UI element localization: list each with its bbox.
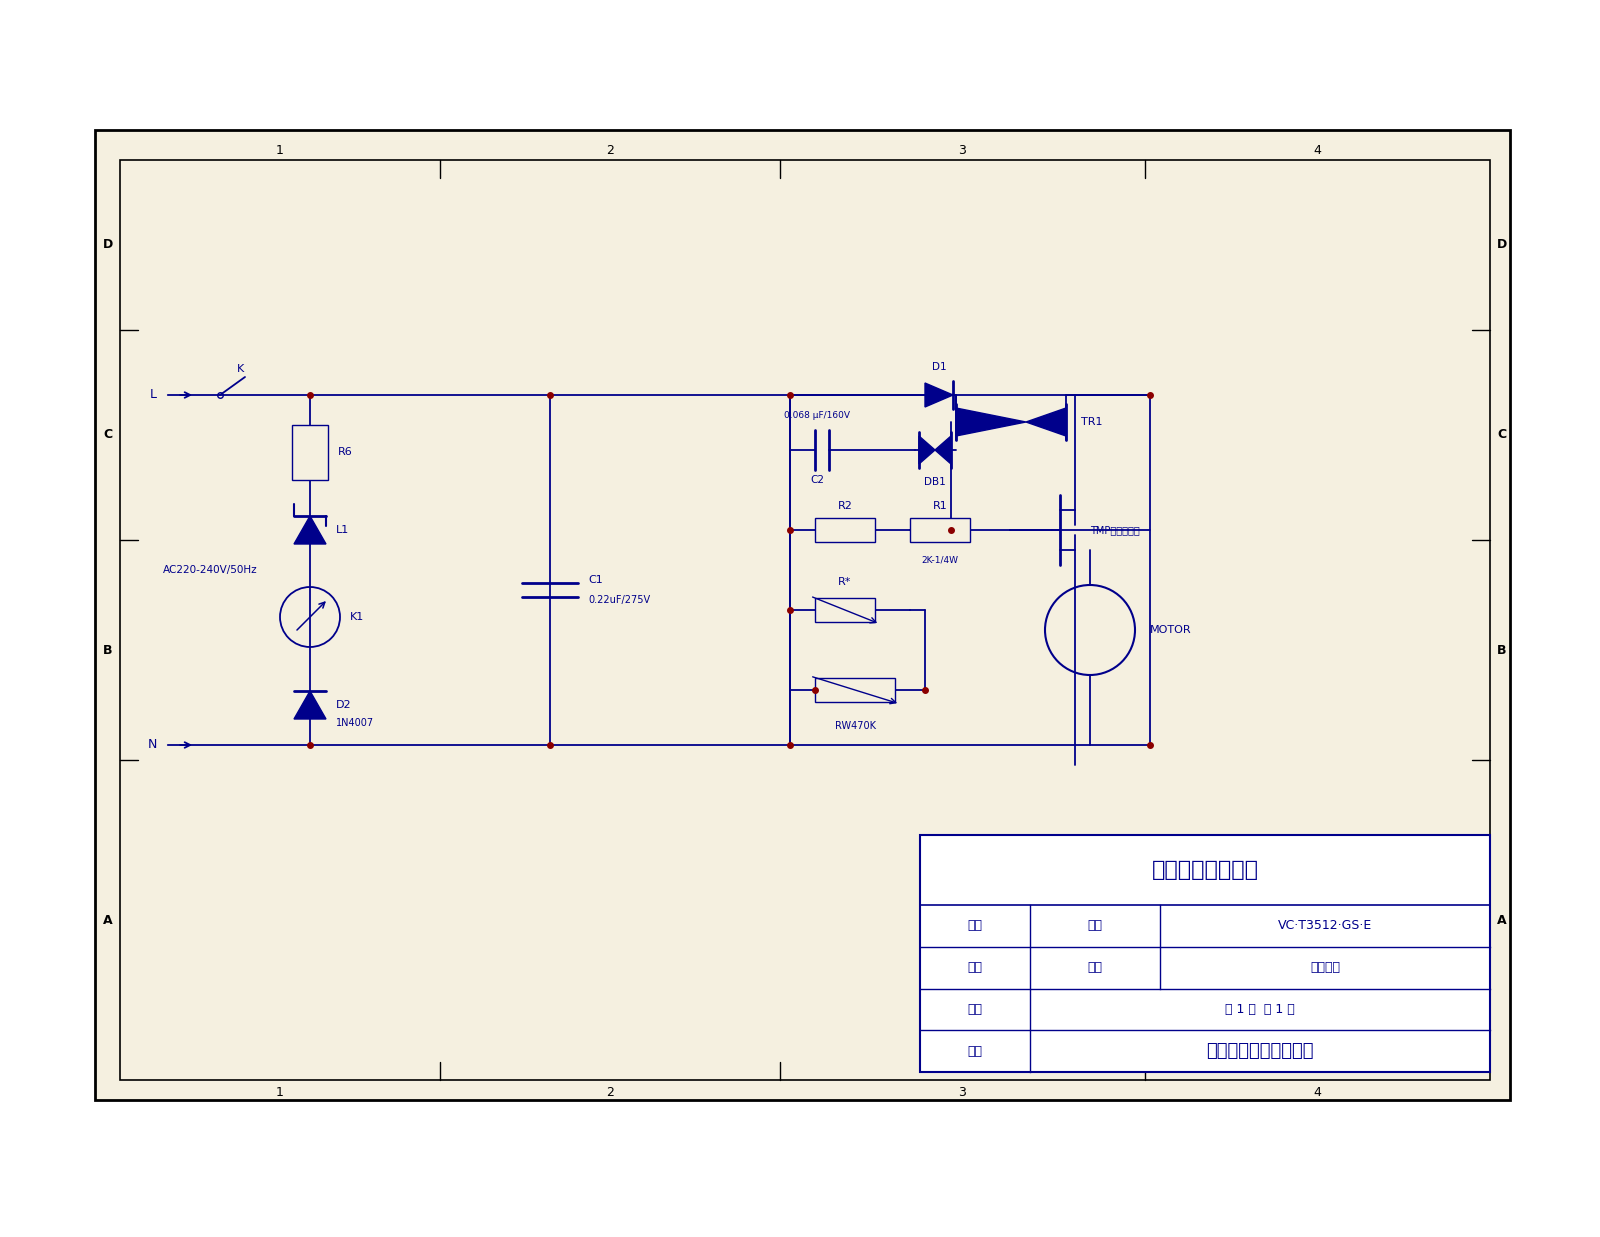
Text: 普通调速: 普通调速 <box>1310 961 1341 974</box>
Polygon shape <box>918 435 934 464</box>
Text: R*: R* <box>838 576 851 588</box>
Bar <box>291 426 328 480</box>
Text: C2: C2 <box>810 475 824 485</box>
Text: N: N <box>147 738 157 752</box>
Text: 2: 2 <box>606 143 614 157</box>
Text: 1: 1 <box>277 143 283 157</box>
Polygon shape <box>957 408 1026 435</box>
Text: A: A <box>1498 913 1507 927</box>
Text: VC·T3512·GS·E: VC·T3512·GS·E <box>1278 919 1373 933</box>
Text: RW470K: RW470K <box>835 721 875 731</box>
Text: 审核: 审核 <box>968 961 982 974</box>
Bar <box>120 160 1490 1080</box>
Text: 1: 1 <box>277 1086 283 1098</box>
Text: 0.068 μF/160V: 0.068 μF/160V <box>784 411 850 419</box>
Polygon shape <box>925 383 954 407</box>
Text: 4: 4 <box>1314 143 1322 157</box>
Bar <box>94 130 1510 1100</box>
Text: B: B <box>104 643 112 657</box>
Text: A: A <box>102 913 114 927</box>
Polygon shape <box>294 691 326 719</box>
Text: TMP（可选用）: TMP（可选用） <box>1090 524 1139 534</box>
Text: D: D <box>102 239 114 251</box>
Bar <box>814 597 875 622</box>
Text: 4: 4 <box>1314 1086 1322 1098</box>
Text: 2K-1/4W: 2K-1/4W <box>922 555 958 564</box>
Text: 莱克电气股份有限公司: 莱克电气股份有限公司 <box>1206 1042 1314 1060</box>
Text: DB1: DB1 <box>925 477 946 487</box>
Text: 型号: 型号 <box>1088 919 1102 933</box>
Text: MOTOR: MOTOR <box>1150 625 1192 635</box>
Bar <box>814 678 894 703</box>
Text: 日期: 日期 <box>968 1044 982 1058</box>
Text: K: K <box>237 364 243 374</box>
Text: 吸尘器电路原理图: 吸尘器电路原理图 <box>1152 860 1259 880</box>
Text: 2: 2 <box>606 1086 614 1098</box>
Text: K1: K1 <box>350 612 365 622</box>
Text: AC220-240V/50Hz: AC220-240V/50Hz <box>163 565 258 575</box>
Text: L: L <box>150 388 157 402</box>
Text: 规格: 规格 <box>1088 961 1102 974</box>
Text: R1: R1 <box>933 501 947 511</box>
Text: 0.22uF/275V: 0.22uF/275V <box>589 595 650 605</box>
Text: D: D <box>1498 239 1507 251</box>
Text: 设计: 设计 <box>968 919 982 933</box>
Text: C: C <box>1498 428 1507 442</box>
Bar <box>910 518 970 542</box>
Bar <box>920 835 1490 1072</box>
Text: D1: D1 <box>931 362 946 372</box>
Text: D2: D2 <box>336 700 352 710</box>
Text: TR1: TR1 <box>1082 417 1102 427</box>
Polygon shape <box>1026 408 1066 435</box>
Text: C1: C1 <box>589 575 603 585</box>
Bar <box>814 518 875 542</box>
Text: R6: R6 <box>338 447 352 456</box>
Text: B: B <box>1498 643 1507 657</box>
Text: 1N4007: 1N4007 <box>336 717 374 729</box>
Text: 批准: 批准 <box>968 1003 982 1016</box>
Text: 3: 3 <box>958 1086 966 1098</box>
Polygon shape <box>934 435 950 464</box>
Text: R2: R2 <box>837 501 853 511</box>
Text: 共 1 张  第 1 张: 共 1 张 第 1 张 <box>1226 1003 1294 1016</box>
Text: L1: L1 <box>336 524 349 534</box>
Text: 3: 3 <box>958 143 966 157</box>
Text: C: C <box>104 428 112 442</box>
Polygon shape <box>294 516 326 544</box>
